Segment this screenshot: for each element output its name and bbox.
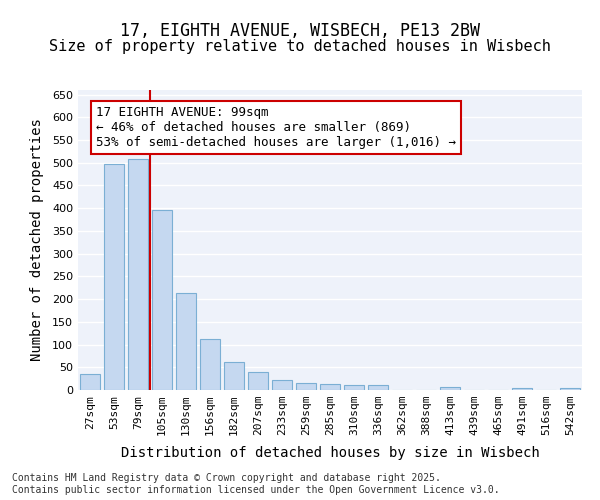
Bar xyxy=(152,210,172,390)
Text: 17, EIGHTH AVENUE, WISBECH, PE13 2BW: 17, EIGHTH AVENUE, WISBECH, PE13 2BW xyxy=(120,22,480,40)
Bar xyxy=(512,388,532,390)
Bar xyxy=(368,386,388,390)
Text: Size of property relative to detached houses in Wisbech: Size of property relative to detached ho… xyxy=(49,39,551,54)
X-axis label: Distribution of detached houses by size in Wisbech: Distribution of detached houses by size … xyxy=(121,446,539,460)
Bar xyxy=(224,362,244,390)
Bar xyxy=(176,292,196,390)
Y-axis label: Number of detached properties: Number of detached properties xyxy=(29,118,44,362)
Text: Contains HM Land Registry data © Crown copyright and database right 2025.
Contai: Contains HM Land Registry data © Crown c… xyxy=(12,474,500,495)
Bar xyxy=(104,164,124,390)
Bar xyxy=(248,372,268,390)
Bar xyxy=(200,339,220,390)
Text: 17 EIGHTH AVENUE: 99sqm
← 46% of detached houses are smaller (869)
53% of semi-d: 17 EIGHTH AVENUE: 99sqm ← 46% of detache… xyxy=(96,106,456,149)
Bar xyxy=(296,383,316,390)
Bar xyxy=(440,388,460,390)
Bar xyxy=(560,388,580,390)
Bar xyxy=(272,380,292,390)
Bar xyxy=(344,385,364,390)
Bar xyxy=(320,384,340,390)
Bar xyxy=(80,374,100,390)
Bar xyxy=(128,159,148,390)
